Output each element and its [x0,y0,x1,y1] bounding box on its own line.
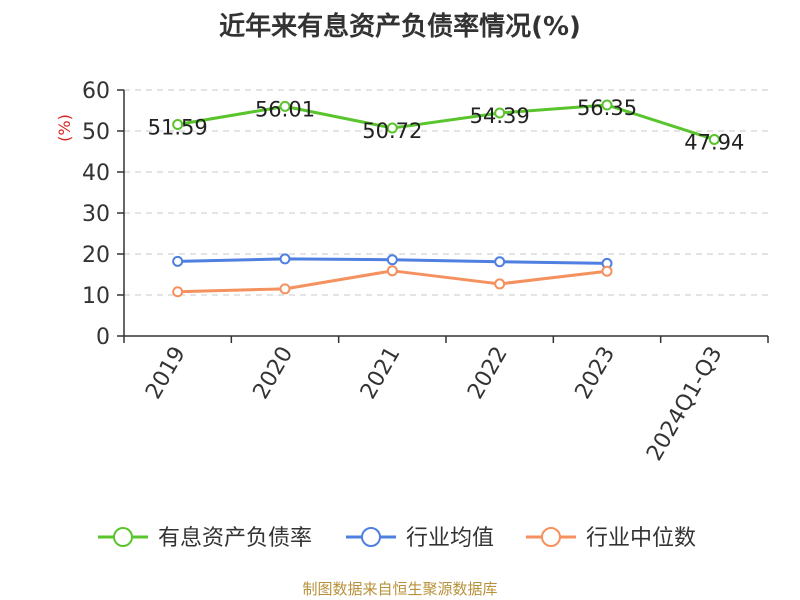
chart-title: 近年来有息资产负债率情况(%) [219,12,581,42]
data-label: 51.59 [148,115,208,139]
x-tick-label: 2019 [141,343,191,404]
legend-label: 行业中位数 [586,526,696,551]
data-point [279,253,291,265]
data-point [601,99,613,111]
data-point [708,133,720,145]
legend-marker-0 [113,527,133,547]
data-label: 56.01 [255,97,315,121]
legend-label: 有息资产负债率 [158,526,312,551]
source-note: 制图数据来自恒生聚源数据库 [302,580,498,598]
data-point [386,254,398,266]
series-layer [172,99,720,298]
y-tick-label: 50 [82,120,110,145]
data-point [494,278,506,290]
data-point [601,265,613,277]
y-axis-label: (%) [55,114,74,142]
data-label: 56.35 [577,96,637,120]
legend-label: 行业均值 [406,526,494,551]
data-point [386,122,398,134]
grid-layer [124,89,768,296]
data-point [494,256,506,268]
y-tick-label: 60 [82,79,110,104]
data-point [172,286,184,298]
data-point [279,100,291,112]
data-point [386,265,398,277]
data-point [494,107,506,119]
x-tick-label: 2023 [571,343,621,404]
legend-marker-1 [361,527,381,547]
x-tick-label: 2022 [463,343,513,404]
data-point [172,118,184,130]
y-tick-label: 10 [82,284,110,309]
data-point [172,255,184,267]
y-tick-label: 40 [82,161,110,186]
x-tick-label: 2021 [356,343,406,404]
data-label: 54.39 [470,104,530,128]
data-label: 47.94 [684,130,744,154]
x-tick-label: 2024Q1-Q3 [642,343,727,466]
data-label-layer: 51.59 56.01 50.72 54.39 56.35 47.94 [148,96,745,154]
y-tick-label: 0 [96,325,110,350]
data-label: 50.72 [362,119,422,143]
legend: 有息资产负债率 行业均值 行业中位数 [98,526,696,551]
data-point [279,283,291,295]
y-tick-label: 20 [82,243,110,268]
series-line-0 [177,103,715,141]
x-tick-label: 2020 [249,343,299,404]
legend-marker-2 [541,527,561,547]
y-tick-label: 30 [82,202,110,227]
